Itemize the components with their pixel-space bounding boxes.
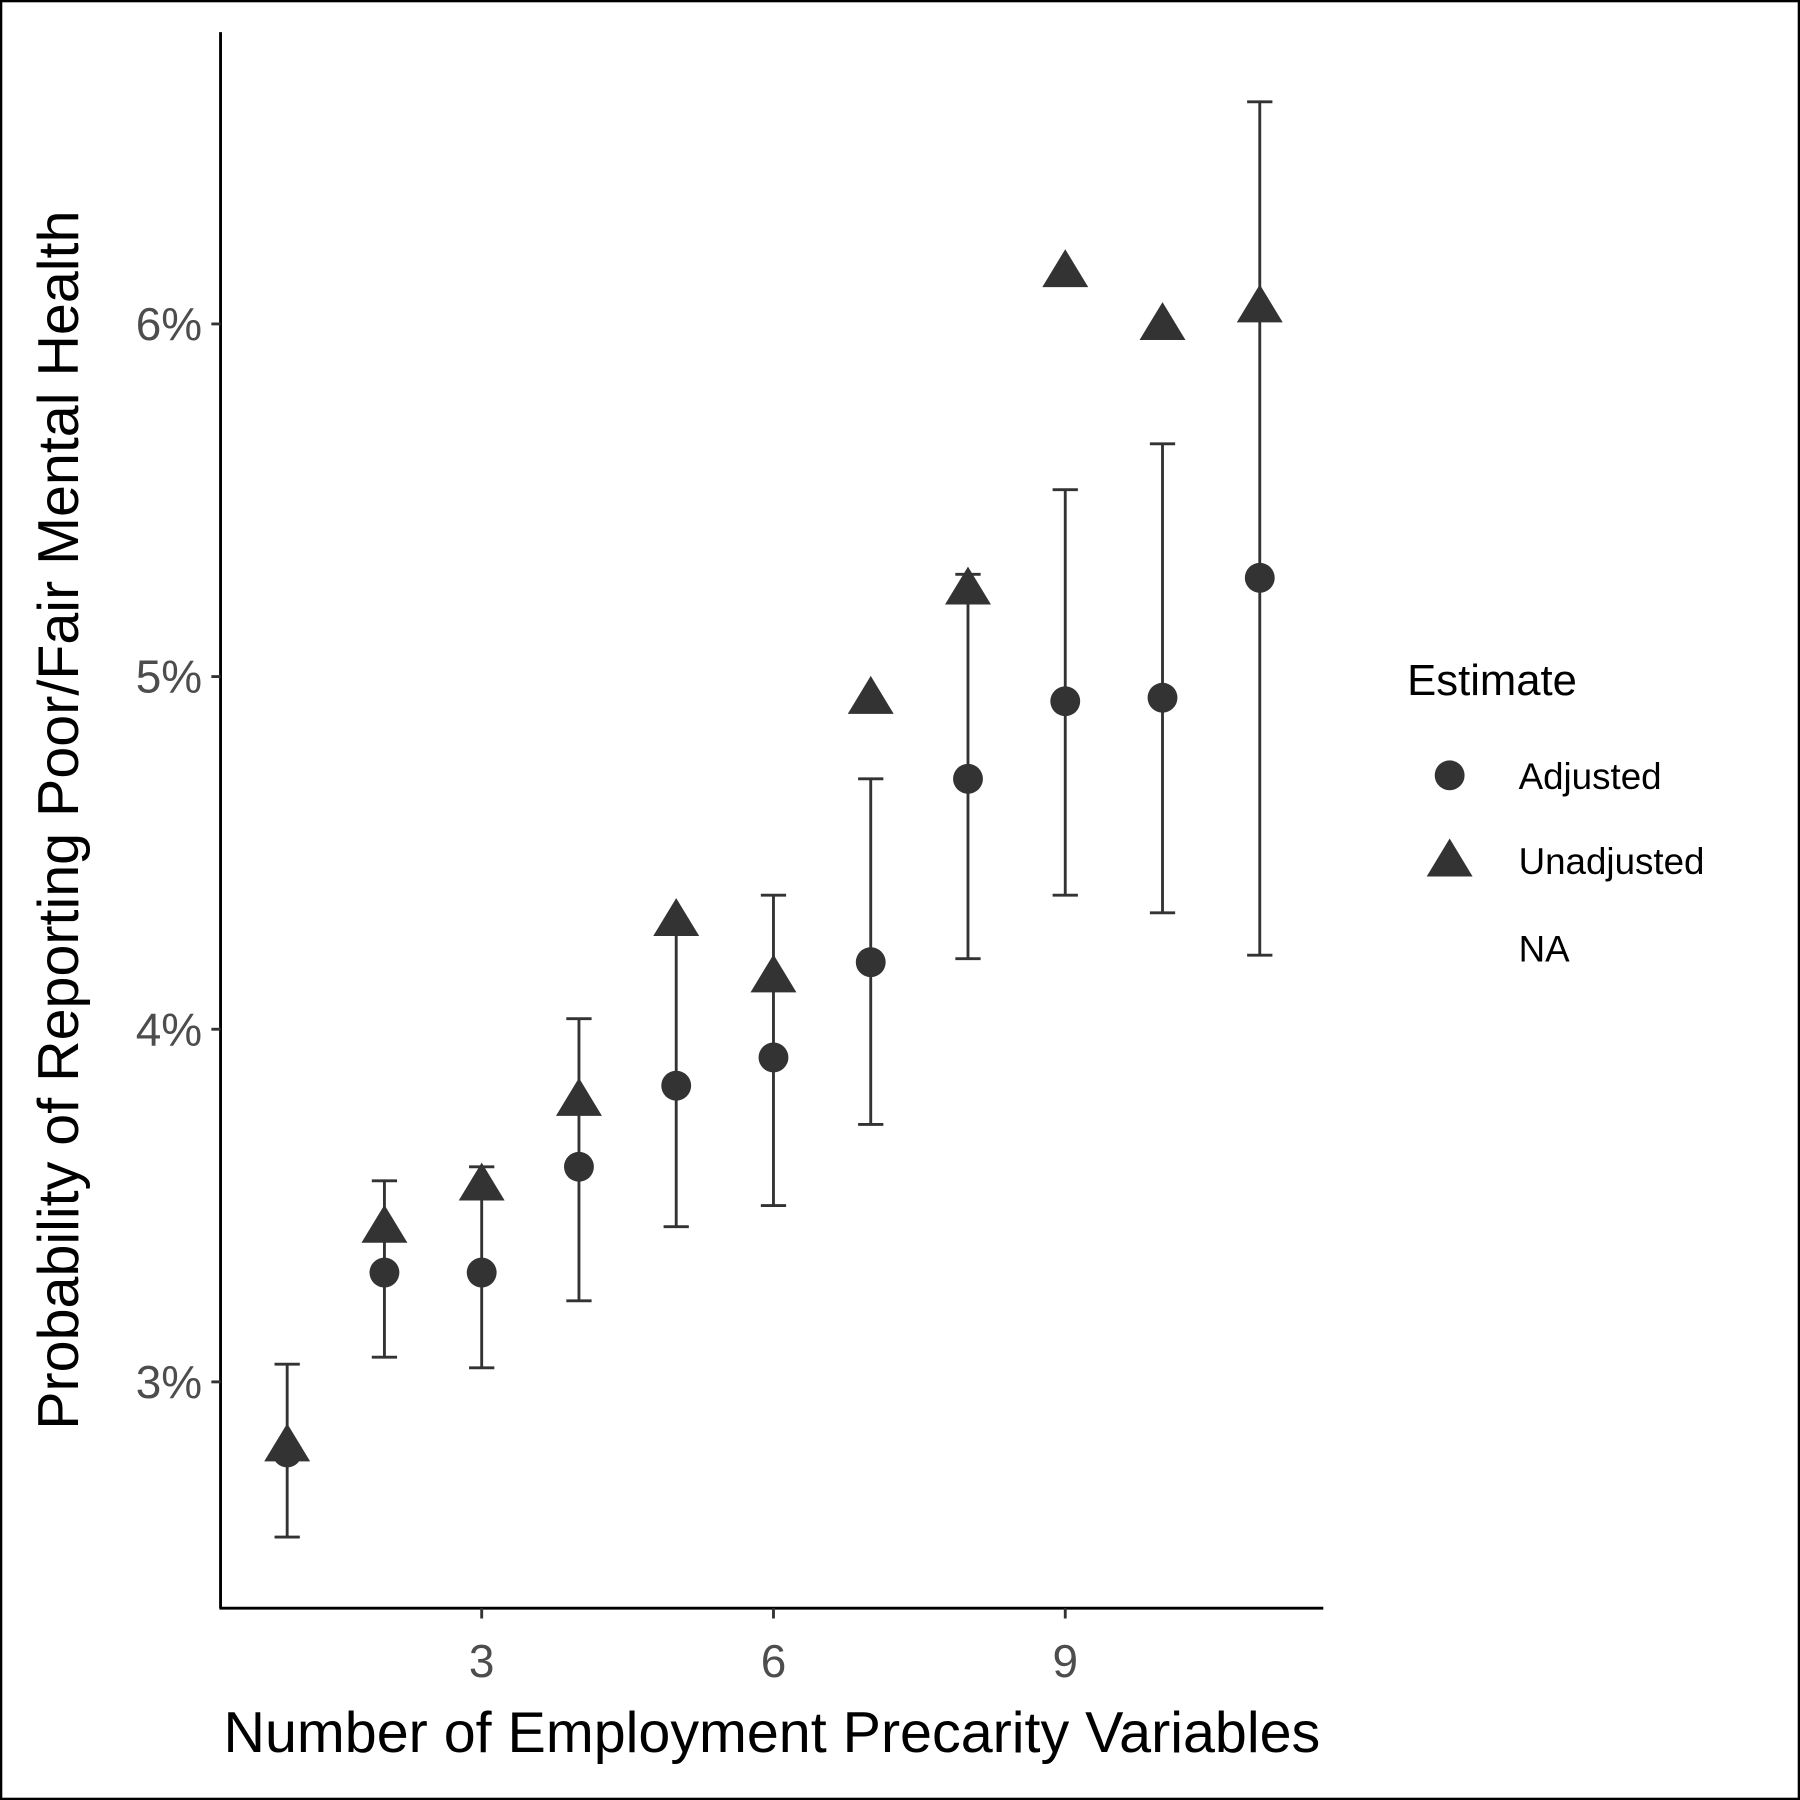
adjusted-point	[564, 1151, 594, 1182]
adjusted-point	[953, 763, 983, 794]
adjusted-point	[369, 1257, 400, 1288]
plot-marks	[264, 100, 1283, 1539]
y-tick-label: 3%	[136, 1356, 202, 1408]
unadjusted-point	[750, 954, 797, 993]
legend-label-adjusted: Adjusted	[1519, 756, 1662, 797]
unadjusted-point	[555, 1077, 602, 1116]
axes-ticks: 3% 4% 5% 6% 3 6 9	[136, 298, 1078, 1687]
unadjusted-point	[1139, 302, 1186, 341]
x-tick-label: 6	[761, 1635, 787, 1687]
y-tick-label: 4%	[136, 1003, 202, 1055]
unadjusted-point	[1236, 284, 1283, 323]
legend-label-na: NA	[1519, 928, 1571, 969]
unadjusted-point	[1042, 249, 1089, 288]
adjusted-point	[466, 1257, 497, 1288]
y-tick-label: 5%	[136, 651, 202, 703]
legend-triangle-icon	[1426, 838, 1473, 877]
adjusted-point	[758, 1042, 789, 1073]
y-axis-label: Probability of Reporting Poor/Fair Menta…	[27, 211, 91, 1430]
legend-circle-icon	[1434, 760, 1465, 791]
unadjusted-point	[847, 675, 894, 714]
adjusted-point	[855, 947, 886, 978]
x-tick-label: 9	[1052, 1635, 1078, 1687]
unadjusted-point	[361, 1204, 408, 1243]
unadjusted-point	[945, 566, 991, 605]
unadjusted-point	[458, 1162, 505, 1201]
adjusted-point	[1147, 682, 1178, 713]
adjusted-point	[1244, 562, 1275, 593]
legend-label-unadjusted: Unadjusted	[1519, 841, 1705, 882]
unadjusted-point	[264, 1423, 311, 1462]
x-tick-label: 3	[469, 1635, 495, 1687]
unadjusted-point	[653, 898, 700, 936]
adjusted-point	[1050, 686, 1081, 717]
y-tick-label: 6%	[136, 298, 202, 350]
legend: Estimate Adjusted Unadjusted NA	[1407, 656, 1704, 969]
adjusted-point	[661, 1070, 692, 1101]
x-axis-label: Number of Employment Precarity Variables	[224, 1701, 1321, 1765]
legend-title: Estimate	[1407, 656, 1577, 705]
